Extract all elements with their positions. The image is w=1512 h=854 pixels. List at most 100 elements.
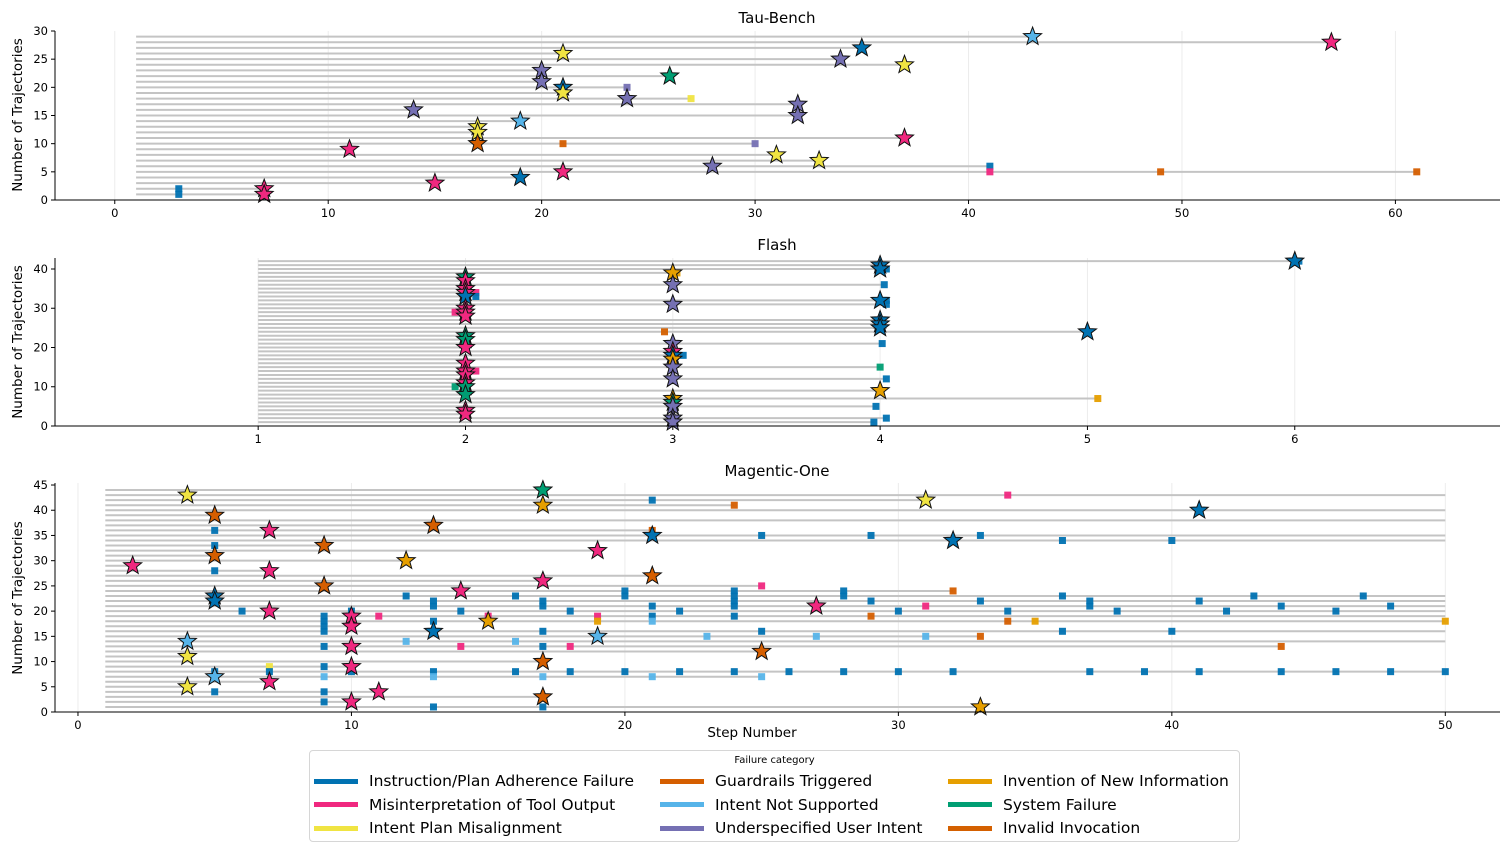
x-tick-label: 50 bbox=[1438, 718, 1453, 732]
failure-step-marker bbox=[840, 587, 848, 595]
panel-flash: Flash Number of Trajectories 1 2 3 4 5 6 0 10 20… bbox=[10, 236, 1500, 446]
failure-step-marker bbox=[676, 607, 684, 615]
failure-step-marker bbox=[566, 668, 574, 676]
final-failure-star bbox=[450, 579, 472, 600]
legend-swatch bbox=[314, 778, 358, 784]
failure-step-marker bbox=[1140, 668, 1148, 676]
final-failure-star bbox=[869, 258, 891, 278]
final-failure-star bbox=[341, 635, 362, 656]
final-failure-star bbox=[455, 336, 476, 357]
failure-step-marker bbox=[949, 587, 957, 595]
failure-step-marker bbox=[1195, 597, 1203, 605]
failure-step-marker bbox=[758, 531, 766, 539]
failure-step-marker bbox=[870, 418, 878, 426]
failure-step-marker bbox=[1094, 395, 1102, 403]
final-failure-star bbox=[587, 625, 608, 646]
failure-step-marker bbox=[976, 632, 984, 640]
failure-step-marker bbox=[1359, 592, 1367, 600]
final-failure-star bbox=[894, 127, 915, 147]
failure-step-marker bbox=[559, 140, 567, 148]
final-failure-star bbox=[894, 53, 915, 74]
x-tick-label: 30 bbox=[748, 206, 763, 220]
y-tick-label: 20 bbox=[33, 604, 48, 618]
final-failure-star bbox=[509, 166, 531, 187]
final-failure-star bbox=[915, 489, 937, 509]
y-axis-label: Number of Trajectories bbox=[10, 38, 26, 192]
failure-step-marker bbox=[785, 668, 793, 676]
y-tick-label: 10 bbox=[33, 655, 48, 669]
y-tick-label: 0 bbox=[41, 193, 48, 207]
final-failure-star bbox=[477, 610, 499, 631]
failure-step-marker bbox=[876, 363, 884, 371]
failure-step-marker bbox=[758, 627, 766, 635]
failure-step-marker bbox=[882, 296, 890, 304]
final-failure-star bbox=[204, 504, 226, 525]
failure-step-marker bbox=[457, 607, 465, 615]
failure-step-marker bbox=[451, 383, 459, 391]
legend-label: Misinterpretation of Tool Output bbox=[369, 795, 616, 814]
legend-title: Failure category bbox=[734, 755, 815, 766]
legend-item: System Failure bbox=[948, 795, 1238, 816]
final-failure-star bbox=[552, 82, 574, 102]
legend-label: Intent Not Supported bbox=[715, 795, 879, 814]
y-tick-label: 20 bbox=[33, 340, 48, 354]
legend-swatch bbox=[660, 778, 704, 784]
legend-label: Invention of New Information bbox=[1003, 772, 1229, 791]
x-tick-label: 1 bbox=[255, 432, 262, 446]
failure-step-marker bbox=[986, 168, 994, 176]
y-tick-label: 30 bbox=[33, 301, 48, 315]
failure-step-marker bbox=[1277, 642, 1285, 650]
final-failure-star bbox=[662, 273, 684, 294]
x-tick-label: 3 bbox=[669, 432, 676, 446]
final-failure-star bbox=[805, 595, 827, 615]
failure-step-marker bbox=[1058, 627, 1066, 635]
final-failure-star bbox=[253, 183, 275, 204]
legend-label: Guardrails Triggered bbox=[715, 772, 873, 791]
final-failure-star bbox=[455, 383, 476, 404]
x-tick-label: 60 bbox=[1388, 206, 1403, 220]
final-failure-star bbox=[532, 494, 554, 515]
x-tick-label: 0 bbox=[74, 718, 81, 732]
failure-step-marker bbox=[1113, 607, 1121, 615]
failure-step-marker bbox=[648, 602, 656, 610]
failure-step-marker bbox=[472, 367, 480, 375]
failure-step-marker bbox=[539, 597, 547, 605]
panel-title: Flash bbox=[757, 236, 796, 254]
final-failure-star bbox=[869, 289, 891, 310]
failure-step-marker bbox=[882, 414, 890, 422]
panel-magentic-one: Magentic-One Number of Trajectories Step… bbox=[10, 462, 1500, 741]
final-failure-star bbox=[808, 149, 830, 170]
final-failure-star bbox=[532, 685, 554, 706]
failure-step-marker bbox=[539, 602, 547, 610]
failure-step-marker bbox=[347, 668, 355, 676]
failure-step-marker bbox=[922, 632, 930, 640]
final-failure-star bbox=[176, 645, 198, 666]
legend-items: Instruction/Plan Adherence Failure Guardr… bbox=[314, 771, 1238, 839]
failure-step-marker bbox=[175, 190, 183, 198]
legend-item: Intent Not Supported bbox=[660, 795, 948, 816]
failure-step-marker bbox=[648, 612, 656, 620]
final-failure-star bbox=[176, 630, 198, 651]
y-tick-label: 40 bbox=[33, 262, 48, 276]
final-failure-star bbox=[313, 534, 335, 555]
failure-step-marker bbox=[512, 592, 520, 600]
final-failure-star bbox=[423, 620, 444, 641]
final-failure-star bbox=[942, 529, 964, 550]
failure-step-marker bbox=[621, 668, 629, 676]
failure-step-marker bbox=[1277, 668, 1285, 676]
final-failure-star bbox=[830, 48, 851, 69]
final-failure-star bbox=[1077, 320, 1098, 341]
final-failure-star bbox=[662, 293, 684, 314]
x-tick-label: 30 bbox=[891, 718, 906, 732]
final-failure-star bbox=[204, 544, 226, 565]
failure-step-marker bbox=[730, 592, 738, 600]
failure-step-marker bbox=[1441, 668, 1449, 676]
failure-step-marker bbox=[1223, 607, 1231, 615]
failure-step-marker bbox=[512, 668, 520, 676]
failure-step-marker bbox=[730, 587, 738, 595]
final-failure-star bbox=[532, 569, 554, 590]
final-failure-star bbox=[259, 519, 280, 540]
y-tick-label: 15 bbox=[33, 109, 48, 123]
legend-label: System Failure bbox=[1003, 795, 1117, 814]
y-tick-label: 30 bbox=[33, 554, 48, 568]
